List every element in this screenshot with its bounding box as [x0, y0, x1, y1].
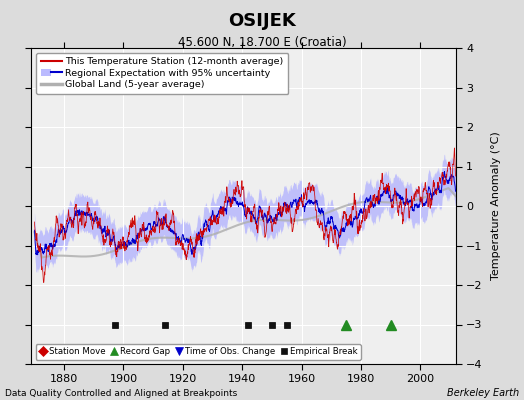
Text: Data Quality Controlled and Aligned at Breakpoints: Data Quality Controlled and Aligned at B…: [5, 389, 237, 398]
Text: OSIJEK: OSIJEK: [228, 12, 296, 30]
Text: 45.600 N, 18.700 E (Croatia): 45.600 N, 18.700 E (Croatia): [178, 36, 346, 49]
Text: Berkeley Earth: Berkeley Earth: [446, 388, 519, 398]
Y-axis label: Temperature Anomaly (°C): Temperature Anomaly (°C): [491, 132, 501, 280]
Legend: Station Move, Record Gap, Time of Obs. Change, Empirical Break: Station Move, Record Gap, Time of Obs. C…: [36, 344, 361, 360]
